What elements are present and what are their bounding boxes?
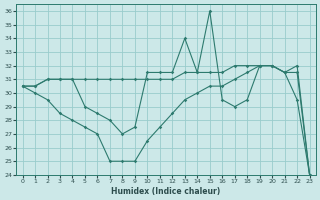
X-axis label: Humidex (Indice chaleur): Humidex (Indice chaleur) xyxy=(111,187,221,196)
